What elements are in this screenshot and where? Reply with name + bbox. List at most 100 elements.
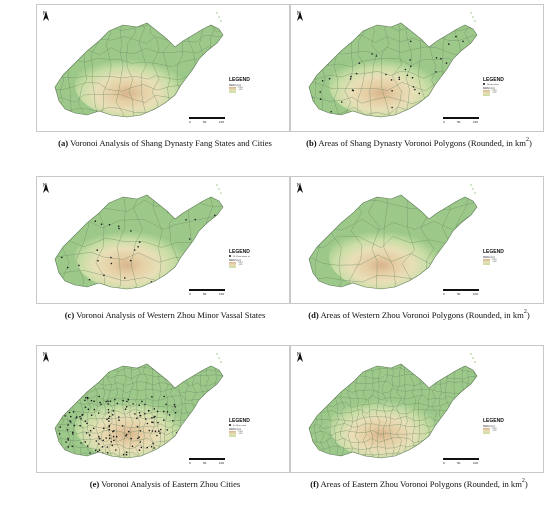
dem-low: -159 <box>492 261 497 263</box>
voronoi-edge <box>382 364 388 458</box>
site-point <box>125 453 128 456</box>
site-point <box>84 399 86 402</box>
site-point <box>137 246 139 248</box>
legend-title: LEGEND <box>483 418 504 424</box>
site-point <box>61 213 63 216</box>
voronoi-edge <box>478 187 487 302</box>
site-point <box>72 431 74 434</box>
site-point <box>146 446 148 449</box>
site-point <box>96 249 98 251</box>
figure-caption: (c) Voronoi Analysis of Western Zhou Min… <box>30 310 300 320</box>
dem-ramp: 1502 -159 <box>483 90 504 96</box>
voronoi-edge <box>47 353 239 359</box>
site-point <box>351 89 354 91</box>
dem-low: -159 <box>492 430 497 432</box>
map-frame: N LEGEND Shang cities DEM (m) 1502 -159 0 50 100 <box>290 4 544 132</box>
site-point <box>140 446 143 449</box>
voronoi-edge <box>403 364 408 458</box>
province-outline <box>54 363 224 459</box>
legend-series-item: E. Zhou cities <box>229 424 250 427</box>
site-point <box>460 76 462 78</box>
site-point <box>445 62 448 64</box>
site-point <box>330 111 332 113</box>
site-point <box>439 96 442 98</box>
site-point <box>118 419 120 421</box>
site-point <box>185 219 187 221</box>
site-point <box>375 55 378 57</box>
site-point <box>114 398 116 401</box>
site-point <box>156 410 159 413</box>
site-point <box>418 92 421 95</box>
figure-caption: (b) Areas of Shang Dynasty Voronoi Polyg… <box>284 137 550 148</box>
site-point <box>107 408 110 411</box>
province-outline <box>308 194 478 290</box>
site-point <box>86 397 89 400</box>
site-point <box>350 75 352 78</box>
site-point <box>108 428 111 431</box>
island <box>220 192 222 194</box>
site-point <box>168 444 171 446</box>
scale-label-50: 50 <box>203 461 207 465</box>
site-point <box>97 260 99 262</box>
site-point <box>129 259 132 262</box>
site-point <box>138 241 141 243</box>
site-point <box>136 425 139 428</box>
site-point <box>124 277 126 279</box>
voronoi-edge <box>55 364 57 458</box>
island <box>472 357 474 359</box>
island <box>472 188 474 190</box>
site-point <box>163 419 165 421</box>
island <box>218 16 220 18</box>
voronoi-edge <box>392 23 402 117</box>
voronoi-edge <box>297 15 306 125</box>
site-point <box>127 398 130 401</box>
map-frame: N LEGEND DEM (m) 1502 -159 0 50 100 <box>290 176 544 304</box>
site-point <box>108 420 110 422</box>
site-point <box>406 74 409 77</box>
site-point <box>113 439 115 442</box>
site-point <box>328 77 331 80</box>
legend-series-label: E. Zhou cities <box>233 425 247 427</box>
site-point <box>144 413 146 415</box>
site-point <box>111 414 114 416</box>
site-point <box>437 105 439 107</box>
site-point <box>107 400 109 402</box>
site-point <box>153 408 156 410</box>
site-point <box>71 445 74 448</box>
caption-tail: ) <box>524 479 528 489</box>
site-point <box>166 411 169 413</box>
site-point <box>355 72 358 75</box>
island <box>218 357 220 359</box>
dem-high: 1502 <box>492 428 497 430</box>
figure-caption: (f) Areas of Eastern Zhou Voronoi Polygo… <box>284 478 550 489</box>
site-point <box>59 455 62 457</box>
site-point <box>94 220 97 222</box>
site-point <box>110 256 112 259</box>
scale-label-100: 100 <box>473 120 479 124</box>
site-point <box>126 400 128 403</box>
site-point <box>462 40 464 43</box>
site-point <box>108 437 111 439</box>
site-point <box>391 106 393 109</box>
point-symbol-icon <box>229 255 231 257</box>
site-point <box>457 57 460 59</box>
site-point <box>78 264 80 267</box>
site-point <box>203 262 205 264</box>
site-point <box>145 418 147 420</box>
dem-terrain <box>75 51 199 117</box>
voronoi-edge <box>375 364 381 458</box>
site-point <box>124 408 127 410</box>
voronoi-edge <box>126 23 136 117</box>
scale-label-50: 50 <box>457 292 461 296</box>
site-point <box>115 449 117 451</box>
site-point <box>165 403 167 406</box>
voronoi-edge <box>476 23 477 117</box>
north-arrow-icon <box>297 352 303 362</box>
site-point <box>128 430 130 433</box>
site-point <box>99 401 101 404</box>
voronoi-edge <box>58 364 64 458</box>
site-point <box>108 415 111 418</box>
dem-label: DEM (m) <box>483 424 495 428</box>
site-point <box>61 454 63 456</box>
island <box>474 192 476 194</box>
